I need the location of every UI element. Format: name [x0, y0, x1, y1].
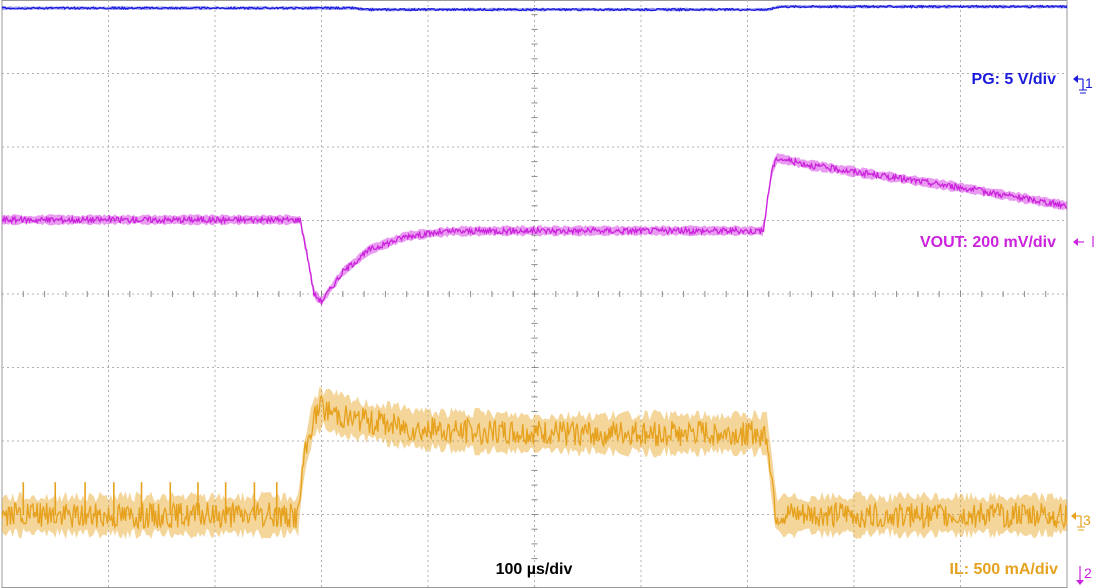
il-trace-tag: IL [1047, 510, 1060, 527]
ch1-marker-number: 1 [1085, 75, 1093, 91]
vout-ground-marker [1073, 236, 1094, 247]
il-trace-line [1, 395, 1068, 531]
ch3-ground-marker: 3 [1071, 512, 1091, 531]
timebase-label: 100 µs/div [496, 561, 573, 578]
ch2-ground-marker: 2 [1076, 565, 1092, 585]
traces [1, 4, 1068, 540]
pg-trace-band [2, 4, 1067, 12]
pg-trace-line [1, 4, 1068, 12]
ch1-ground-marker: 1 [1073, 75, 1093, 94]
ch3-marker-number: 3 [1083, 512, 1091, 528]
ch2-marker-number: 2 [1084, 565, 1092, 581]
il-scale-label: IL: 500 mA/div [950, 561, 1059, 578]
pg-scale-label: PG: 5 V/div [972, 71, 1057, 88]
vout-trace-line [1, 156, 1068, 306]
il-trace-band [2, 386, 1067, 540]
vout-scale-label: VOUT: 200 mV/div [920, 234, 1056, 251]
